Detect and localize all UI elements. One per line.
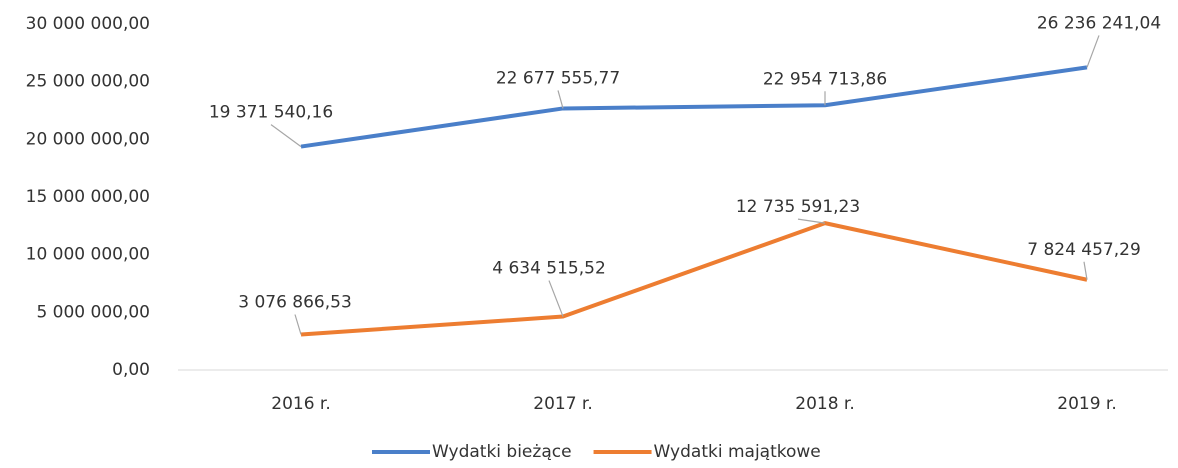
y-tick-label: 25 000 000,00 xyxy=(26,72,150,92)
leader-line xyxy=(557,90,564,109)
legend-label: Wydatki majątkowe xyxy=(654,442,821,462)
leader-line xyxy=(294,314,302,335)
data-label: 4 634 515,52 xyxy=(492,259,606,279)
y-tick-label: 20 000 000,00 xyxy=(26,129,150,149)
data-label: 3 076 866,53 xyxy=(238,293,352,313)
leader-line xyxy=(797,218,826,224)
y-tick-label: 15 000 000,00 xyxy=(26,187,150,207)
leader-line xyxy=(270,124,302,148)
data-label: 12 735 591,23 xyxy=(736,197,860,217)
data-label: 22 677 555,77 xyxy=(496,68,620,88)
y-tick-label: 30 000 000,00 xyxy=(26,14,150,34)
leader-line xyxy=(548,280,564,317)
y-tick-label: 5 000 000,00 xyxy=(36,302,150,322)
x-tick-label: 2017 r. xyxy=(533,394,593,414)
data-label: 7 824 457,29 xyxy=(1027,240,1141,260)
leader-line xyxy=(1083,261,1088,280)
series-line xyxy=(300,65,1088,149)
legend-label: Wydatki bieżące xyxy=(432,442,572,462)
y-tick-label: 0,00 xyxy=(112,360,150,380)
data-label: 22 954 713,86 xyxy=(763,69,887,89)
series-line xyxy=(300,221,1088,337)
x-tick-label: 2016 r. xyxy=(271,394,331,414)
leader-line xyxy=(1086,35,1100,68)
y-tick-label: 10 000 000,00 xyxy=(26,245,150,265)
data-label: 19 371 540,16 xyxy=(209,103,333,123)
data-label: 26 236 241,04 xyxy=(1037,13,1161,33)
x-tick-label: 2019 r. xyxy=(1057,394,1117,414)
x-tick-label: 2018 r. xyxy=(795,394,855,414)
